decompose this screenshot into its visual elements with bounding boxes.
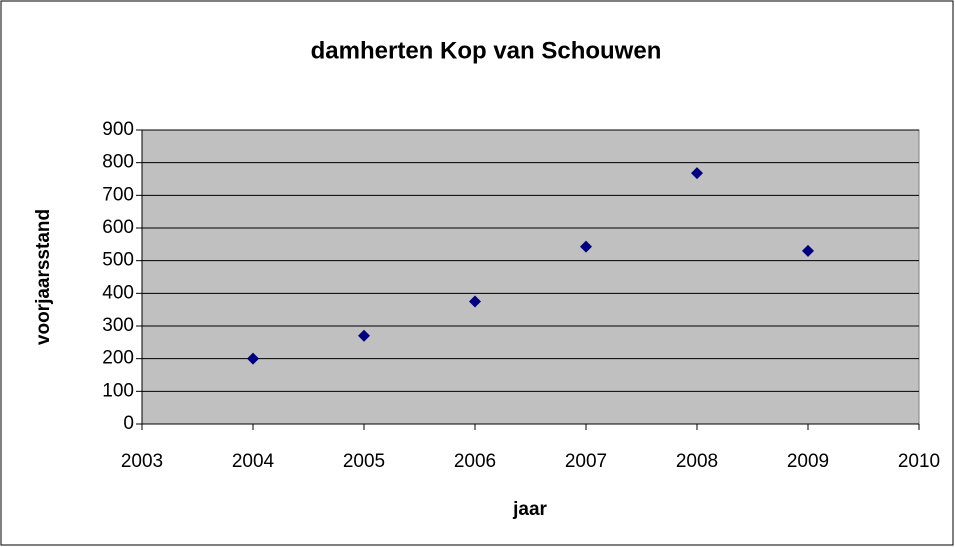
x-tick-label: 2010	[898, 451, 940, 472]
plot-area	[141, 129, 920, 425]
data-point	[358, 329, 370, 342]
y-tick-label: 800	[102, 152, 134, 173]
data-point	[691, 167, 703, 180]
x-tick-label: 2003	[121, 451, 163, 472]
x-tick-label: 2009	[787, 451, 829, 472]
x-tick-label: 2007	[565, 451, 607, 472]
y-tick-label: 200	[102, 348, 134, 369]
data-point	[580, 240, 592, 253]
y-tick-label: 700	[102, 184, 134, 205]
y-tick-label: 600	[102, 217, 134, 238]
x-axis-title: jaar	[512, 499, 547, 520]
data-point	[802, 244, 814, 257]
y-tick-label: 500	[102, 250, 134, 271]
y-tick-label: 0	[123, 413, 134, 434]
x-tick-label: 2005	[343, 451, 385, 472]
y-tick-label: 400	[102, 282, 134, 303]
x-tick-label: 2006	[454, 451, 496, 472]
chart-title: damherten Kop van Schouwen	[311, 37, 662, 64]
data-point	[247, 352, 259, 365]
y-tick-label: 900	[102, 119, 134, 140]
x-tick-label: 2008	[676, 451, 718, 472]
data-point	[469, 295, 481, 308]
y-tick-label: 100	[102, 380, 134, 401]
y-tick-label: 300	[102, 315, 134, 336]
y-axis-title: voorjaarsstand	[33, 209, 54, 345]
x-tick-label: 2004	[232, 451, 275, 472]
